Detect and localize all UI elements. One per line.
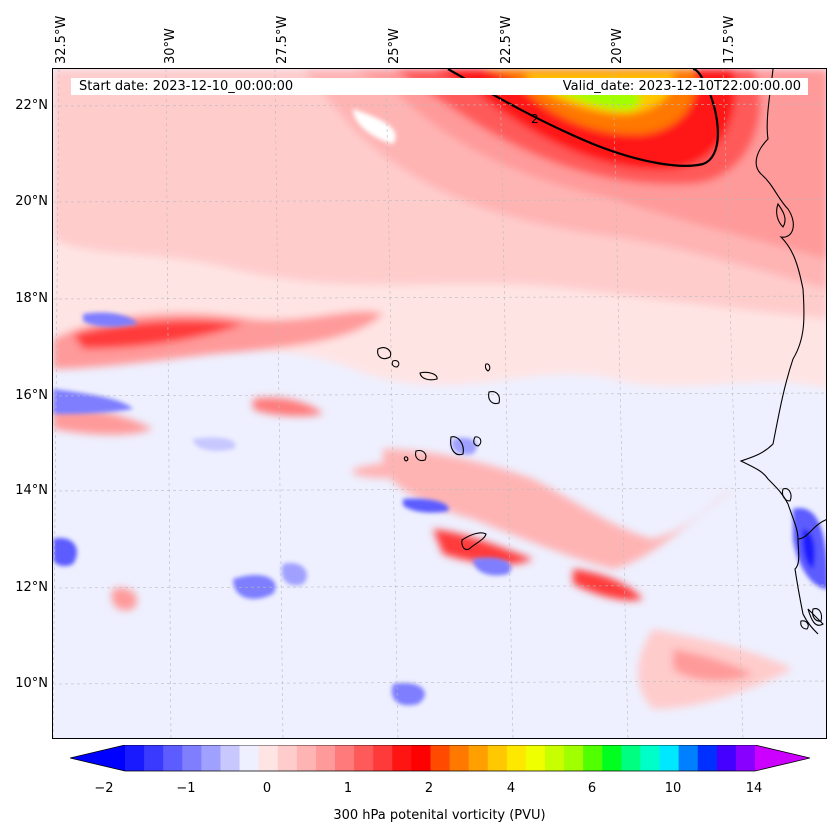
colorbar-cell xyxy=(373,745,393,771)
lon-label: 25°W xyxy=(387,28,402,64)
lat-label: 22°N xyxy=(15,98,48,113)
colorbar-tick-label: 6 xyxy=(587,781,597,796)
colorbar-tick-label: 0 xyxy=(262,781,272,796)
colorbar-cell xyxy=(583,745,603,771)
pv-field-map: 2 xyxy=(53,69,826,738)
lon-label: 32.5°W xyxy=(54,15,69,64)
colorbar-cell xyxy=(144,745,164,771)
lat-label: 18°N xyxy=(15,291,48,306)
lat-label: 14°N xyxy=(15,483,48,498)
colorbar-cell xyxy=(659,745,680,771)
lon-label: 22.5°W xyxy=(499,15,514,64)
colorbar-cell xyxy=(125,745,145,771)
colorbar-cell xyxy=(182,745,202,771)
colorbar-cell xyxy=(621,745,642,771)
colorbar-cell xyxy=(430,745,451,771)
colorbar-cell xyxy=(277,745,298,771)
colorbar-cell xyxy=(449,745,470,771)
colorbar-tick-label: 10 xyxy=(664,781,682,796)
lat-label: 12°N xyxy=(15,580,48,595)
colorbar-cell xyxy=(506,745,527,771)
colorbar-cell xyxy=(525,745,546,771)
colorbar-cell xyxy=(315,745,336,771)
colorbar-cell xyxy=(354,745,374,771)
colorbar-cell xyxy=(335,745,355,771)
colorbar-cells xyxy=(125,745,756,771)
colorbar-cell xyxy=(220,745,241,771)
cape-verde-islands xyxy=(377,347,823,630)
colorbar-cell xyxy=(201,745,222,771)
colorbar-cell xyxy=(258,745,279,771)
contour-label: 2 xyxy=(531,112,539,126)
lon-label: 17.5°W xyxy=(722,15,737,64)
lat-label: 10°N xyxy=(15,676,48,691)
map-panel: 2 xyxy=(52,68,827,739)
colorbar-tick-label: 2 xyxy=(424,781,434,796)
colorbar-cell xyxy=(411,745,432,771)
colorbar-cell xyxy=(487,745,508,771)
colorbar-tick-label: −1 xyxy=(176,781,196,796)
colorbar-cell xyxy=(640,745,661,771)
colorbar-cell xyxy=(735,745,756,771)
date-banner xyxy=(71,78,808,95)
colorbar-label: 300 hPa potenital vorticity (PVU) xyxy=(333,808,546,823)
lat-label: 16°N xyxy=(15,388,48,403)
colorbar-cell xyxy=(564,745,584,771)
colorbar-cell xyxy=(602,745,622,771)
colorbar-cell xyxy=(545,745,565,771)
colorbar-tick-label: 1 xyxy=(343,781,353,796)
colorbar-cell xyxy=(697,745,718,771)
start-date-label: Start date: 2023-12-10_00:00:00 xyxy=(79,79,294,94)
colorbar-cell xyxy=(296,745,317,771)
colorbar-tick-label: 14 xyxy=(745,781,763,796)
colorbar-cell xyxy=(163,745,183,771)
lon-label: 30°W xyxy=(163,28,178,64)
colorbar-cell xyxy=(239,745,260,771)
colorbar-cell xyxy=(468,745,489,771)
colorbar-tick-label: −2 xyxy=(94,781,114,796)
graticule xyxy=(53,69,826,738)
colorbar-cell xyxy=(392,745,412,771)
lat-label: 20°N xyxy=(15,194,48,209)
colorbar-tick-label: 4 xyxy=(506,781,516,796)
colorbar-cell xyxy=(716,745,737,771)
colorbar-low-extension xyxy=(70,745,125,771)
colorbar-outline xyxy=(70,745,810,772)
colorbar-cell xyxy=(678,745,699,771)
colorbar-high-extension xyxy=(755,745,810,771)
lon-label: 20°W xyxy=(610,28,625,64)
valid-date-label: Valid_date: 2023-12-10T22:00:00.00 xyxy=(562,79,801,94)
pv-negative-regions xyxy=(53,109,826,706)
lon-label: 27.5°W xyxy=(275,15,290,64)
colorbar xyxy=(70,745,810,772)
